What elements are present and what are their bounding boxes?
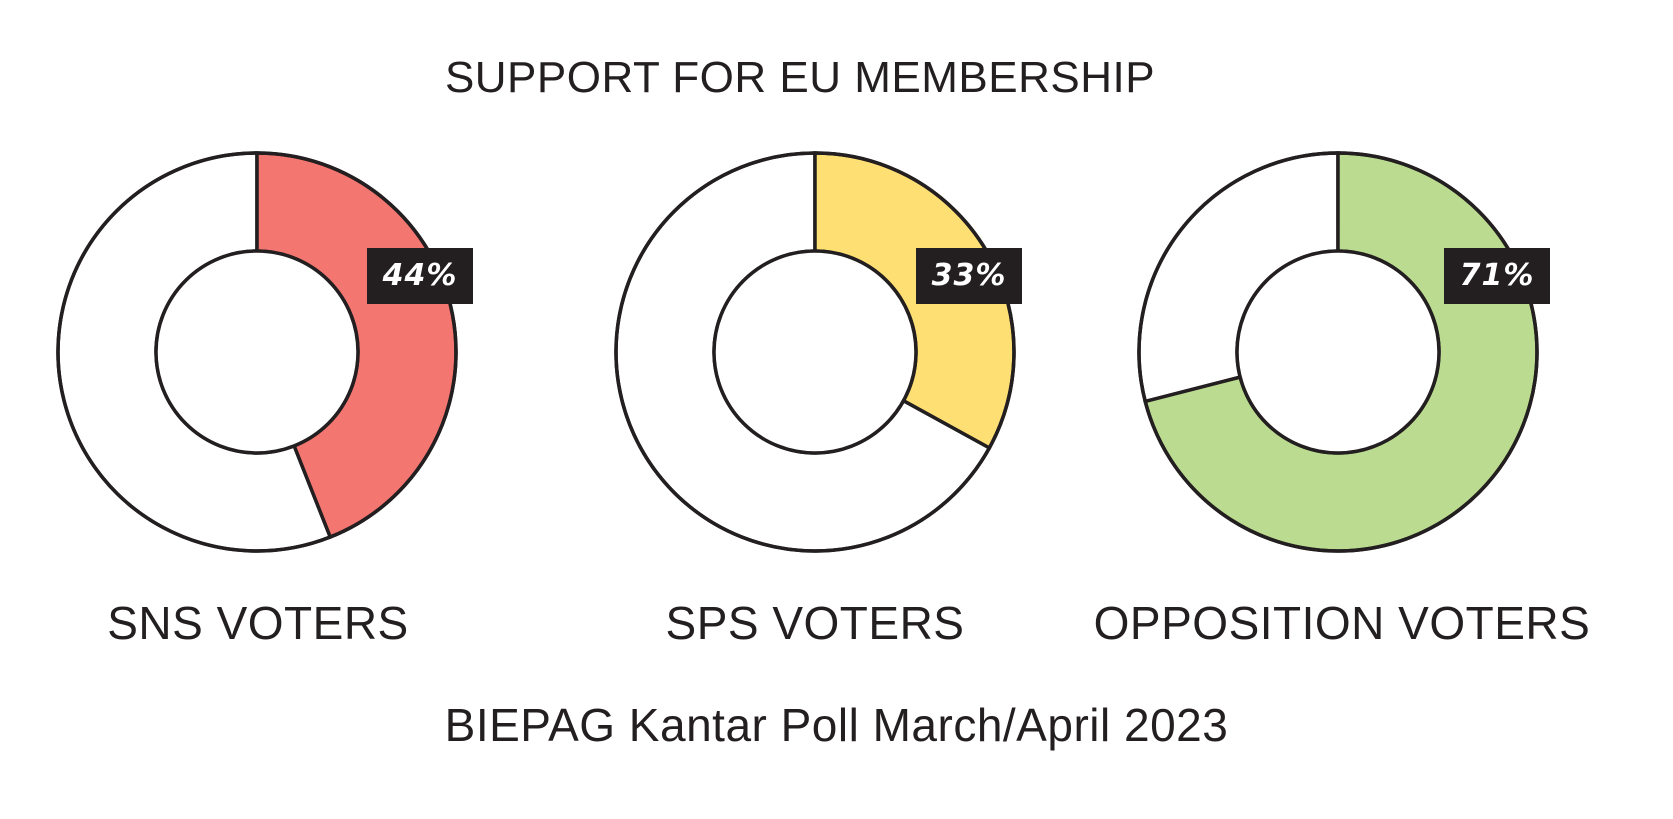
donut-hole-sns (154, 249, 360, 455)
donut-label-sps: SPS VOTERS (665, 597, 965, 649)
donut-chart-sps (614, 151, 1016, 553)
donut-label-sns: SNS VOTERS (107, 597, 409, 649)
donut-outer-ring-sps (614, 151, 1016, 553)
donut-outer-ring-sns (56, 151, 458, 553)
value-badge-opposition: 71% (1444, 248, 1550, 304)
chart-title: SUPPORT FOR EU MEMBERSHIP (444, 53, 1156, 102)
source-note: BIEPAG Kantar Poll March/April 2023 (444, 699, 1229, 751)
donut-hole-opposition (1235, 249, 1441, 455)
donut-chart-opposition (1137, 151, 1539, 553)
value-badge-sns: 44% (367, 248, 473, 304)
donut-label-opposition: OPPOSITION VOTERS (1093, 597, 1591, 649)
donut-hole-sps (712, 249, 918, 455)
donut-outer-ring-opposition (1137, 151, 1539, 553)
donut-chart-sns (56, 151, 458, 553)
value-badge-sps: 33% (916, 248, 1022, 304)
